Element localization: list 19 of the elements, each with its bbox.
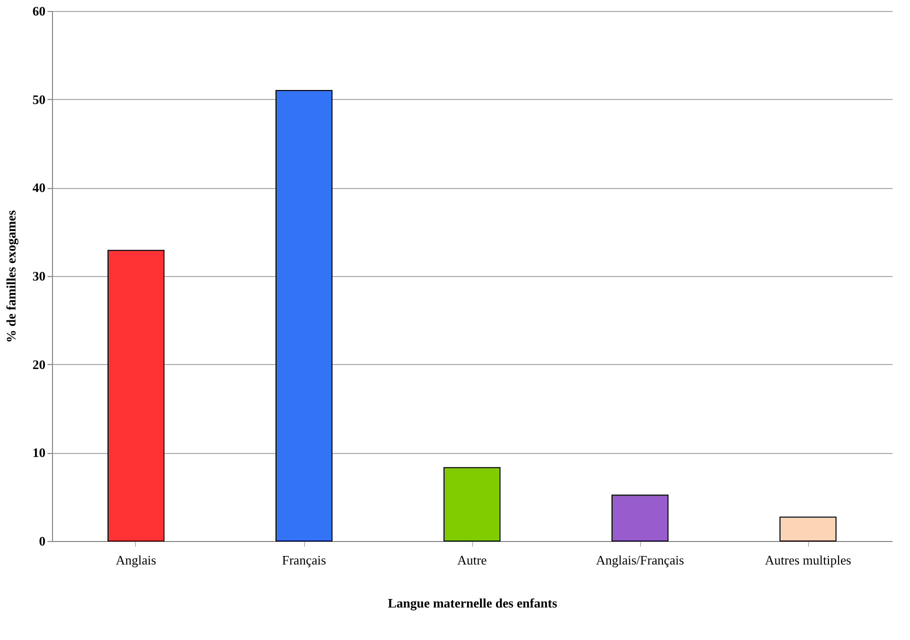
bar: [612, 494, 668, 542]
bar: [108, 250, 164, 542]
x-tick-label: Anglais: [116, 552, 156, 568]
y-tick-label: 0: [39, 534, 46, 548]
bar: [444, 467, 500, 542]
y-axis-title: % de familles exogames: [4, 210, 18, 343]
x-axis-title: Langue maternelle des enfants: [388, 596, 558, 610]
x-tick-label: Autres multiples: [764, 552, 852, 568]
y-tick-label: 40: [32, 180, 46, 196]
x-tick-label: Autre: [457, 552, 488, 568]
bar: [780, 516, 836, 542]
y-tick-label: 20: [32, 356, 46, 372]
x-tick-label: Anglais/Français: [596, 552, 684, 568]
bar: [276, 90, 332, 542]
y-tick-label: 10: [32, 445, 46, 460]
y-tick-label: 60: [32, 4, 46, 18]
x-tick-label: Français: [282, 552, 326, 568]
y-tick-label: 30: [32, 268, 46, 284]
y-tick-label: 50: [32, 92, 46, 107]
